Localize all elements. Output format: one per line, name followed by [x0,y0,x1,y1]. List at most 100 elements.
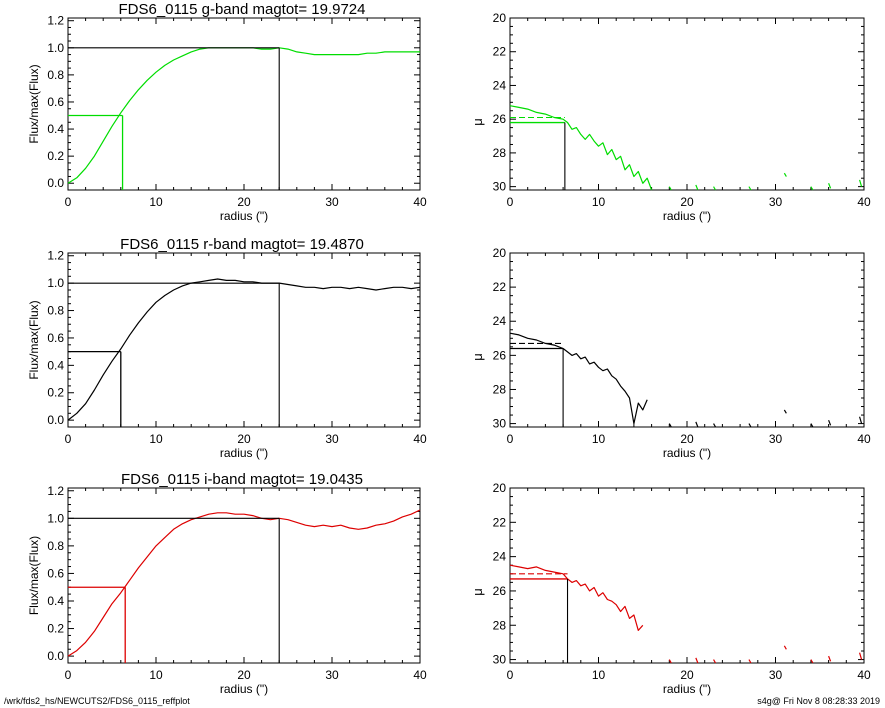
x-tick-label: 20 [680,432,694,446]
x-tick-label: 10 [149,432,163,446]
y-tick-label: 1.2 [47,14,64,28]
x-tick-label: 0 [65,668,72,682]
noise-segment [748,186,752,191]
x-tick-label: 10 [592,195,606,209]
x-axis-label: radius (") [663,209,711,223]
y-axis-label: Flux/max(Flux) [27,300,41,379]
x-tick-label: 40 [413,432,427,446]
x-tick-label: 20 [680,195,694,209]
y-tick-label: 0.8 [47,539,64,553]
y-tick-label: 1.0 [47,41,64,55]
y-tick-label: 30 [493,417,507,431]
noise-segment [783,409,787,414]
noise-segment [810,186,814,191]
x-tick-label: 10 [592,432,606,446]
y-tick-label: 1.2 [47,249,64,263]
y-tick-label: 26 [493,112,507,126]
noise-segment [668,186,672,191]
noise-segment [668,659,672,664]
y-tick-label: 22 [493,280,507,294]
y-tick-label: 0.0 [47,176,64,190]
series-line-g [509,105,653,191]
y-tick-label: 0.6 [47,566,64,580]
panel-i-growth: FDS6_0115 i-band magtot= 19.0435 0 10 20 30 4… [27,471,427,696]
x-tick-label: 10 [149,195,163,209]
x-axis-label: radius (") [663,446,711,460]
footer-path: /wrk/fds2_hs/NEWCUTS2/FDS6_0115_reffplot [4,696,190,706]
y-tick-label: 26 [493,584,507,598]
series-line-r [509,332,648,425]
y-tick-label: 0.2 [47,386,64,400]
y-axis-label: μ [470,118,485,126]
y-tick-label: 0.6 [47,95,64,109]
y-tick-label: 26 [493,348,507,362]
y-tick-label: 1.2 [47,484,64,498]
series-line-i [67,509,421,657]
x-tick-label: 10 [592,668,606,682]
noise-segment [783,172,787,177]
noise-segment [810,659,814,664]
series-line-r [67,278,421,421]
y-axis-label: μ [470,353,485,361]
plot-frame [509,17,865,191]
noise-segment [828,183,832,189]
x-tick-label: 30 [325,195,339,209]
x-tick-label: 30 [769,668,783,682]
x-axis-label: radius (") [220,682,268,696]
y-tick-label: 30 [493,653,507,667]
panel-r-growth: FDS6_0115 r-band magtot= 19.4870 0 10 20 30 4… [27,236,427,460]
noise-segment [858,652,863,660]
panel-title: FDS6_0115 g-band magtot= 19.9724 [119,1,366,18]
y-tick-label: 0.2 [47,622,64,636]
x-axis-label: radius (") [220,446,268,460]
y-tick-label: 0.0 [47,413,64,427]
x-tick-label: 0 [507,432,514,446]
x-tick-label: 40 [857,432,871,446]
y-tick-label: 24 [493,550,507,564]
y-tick-label: 20 [493,11,507,25]
y-tick-label: 28 [493,618,507,632]
plot-frame [67,17,421,191]
noise-segment [858,179,863,187]
noise-segment [783,645,787,650]
x-tick-label: 30 [325,668,339,682]
x-tick-label: 0 [65,195,72,209]
x-tick-label: 30 [769,195,783,209]
noise-segment [810,423,814,428]
y-tick-label: 0.6 [47,331,64,345]
plot-frame [509,487,865,664]
panel-g-growth: FDS6_0115 g-band magtot= 19.9724 0 10 20 30 4… [27,1,427,223]
y-tick-label: 1.0 [47,276,64,290]
x-tick-label: 20 [237,195,251,209]
y-tick-label: 0.4 [47,122,64,136]
x-tick-label: 0 [507,668,514,682]
y-tick-label: 0.8 [47,304,64,318]
noise-segment [695,421,699,428]
x-tick-label: 20 [237,432,251,446]
y-tick-label: 22 [493,515,507,529]
noise-segment [748,423,752,428]
y-tick-label: 0.0 [47,649,64,663]
x-axis-label: radius (") [220,209,268,223]
y-axis-label: Flux/max(Flux) [27,536,41,615]
panel-r-mu: 0 10 20 30 40 20 22 24 26 28 30 radius (") μ [470,246,871,460]
y-tick-label: 28 [493,382,507,396]
x-tick-label: 0 [65,432,72,446]
y-axis-label: Flux/max(Flux) [27,64,41,143]
x-tick-label: 10 [149,668,163,682]
noise-segment [695,657,699,664]
panel-i-mu: 0 10 20 30 40 20 22 24 26 28 30 radius (") μ [470,481,871,696]
panel-title: FDS6_0115 i-band magtot= 19.0435 [121,471,363,488]
y-tick-label: 24 [493,78,507,92]
noise-segment [858,416,863,424]
noise-segment [713,423,717,428]
x-tick-label: 40 [857,668,871,682]
x-tick-label: 20 [237,668,251,682]
y-axis-label: μ [470,588,485,596]
noise-segment [828,419,832,426]
y-tick-label: 22 [493,45,507,59]
x-tick-label: 40 [413,668,427,682]
noise-segment [748,659,752,664]
y-tick-label: 0.4 [47,358,64,372]
